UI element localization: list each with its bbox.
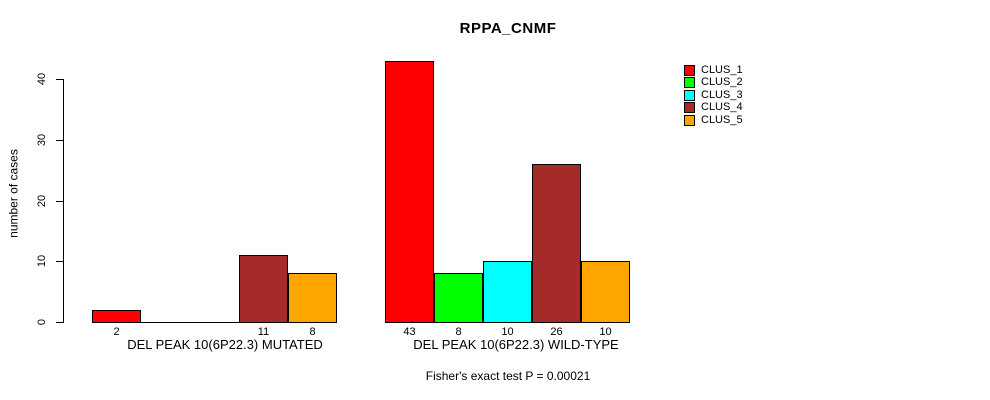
bar-value-label: 26: [550, 326, 563, 338]
bar-value-label: 11: [257, 326, 270, 338]
legend-swatch-clus_2: [684, 77, 695, 88]
bar-value-label: 10: [501, 326, 514, 338]
group-baseline: [92, 322, 337, 323]
bar-value-label: 8: [455, 326, 462, 338]
legend-swatch-clus_3: [684, 90, 695, 101]
fisher-test-footnote: Fisher's exact test P = 0.00021: [425, 369, 591, 383]
bar-value-label: 43: [403, 326, 416, 338]
legend-label-clus_2: CLUS_2: [701, 76, 743, 88]
y-tick-label: 40: [36, 72, 48, 86]
y-axis-line: [63, 79, 64, 323]
group-label-wildtype: DEL PEAK 10(6P22.3) WILD-TYPE: [413, 337, 619, 352]
bar-clus_4-group1: [532, 164, 581, 323]
bar-value-label: 8: [309, 326, 316, 338]
legend-swatch-clus_5: [684, 115, 695, 126]
y-tick-mark: [56, 140, 63, 141]
bar-value-label: 10: [599, 326, 612, 338]
bar-clus_5-group1: [581, 261, 630, 323]
bar-clus_2-group1: [434, 273, 483, 323]
bar-clus_1-group1: [385, 61, 434, 323]
y-axis-title: number of cases: [6, 149, 21, 238]
y-tick-mark: [56, 322, 63, 323]
bar-value-label: 2: [113, 326, 120, 338]
y-tick-label: 20: [36, 194, 48, 208]
y-tick-mark: [56, 261, 63, 262]
group-label-mutated: DEL PEAK 10(6P22.3) MUTATED: [127, 337, 323, 352]
legend-swatch-clus_1: [684, 65, 695, 76]
y-tick-label: 10: [36, 254, 48, 268]
legend-label-clus_4: CLUS_4: [701, 101, 743, 113]
y-tick-mark: [56, 79, 63, 80]
y-tick-mark: [56, 201, 63, 202]
y-tick-label: 30: [36, 133, 48, 147]
bar-clus_4-group0: [239, 255, 288, 323]
legend-label-clus_1: CLUS_1: [701, 64, 743, 76]
bar-clus_1-group0: [92, 310, 141, 323]
bar-clus_5-group0: [288, 273, 337, 323]
y-tick-label: 0: [36, 318, 48, 326]
legend-label-clus_3: CLUS_3: [701, 89, 743, 101]
legend-label-clus_5: CLUS_5: [701, 114, 743, 126]
bar-clus_3-group1: [483, 261, 532, 323]
legend-swatch-clus_4: [684, 102, 695, 113]
chart-title: RPPA_CNMF: [459, 20, 557, 37]
